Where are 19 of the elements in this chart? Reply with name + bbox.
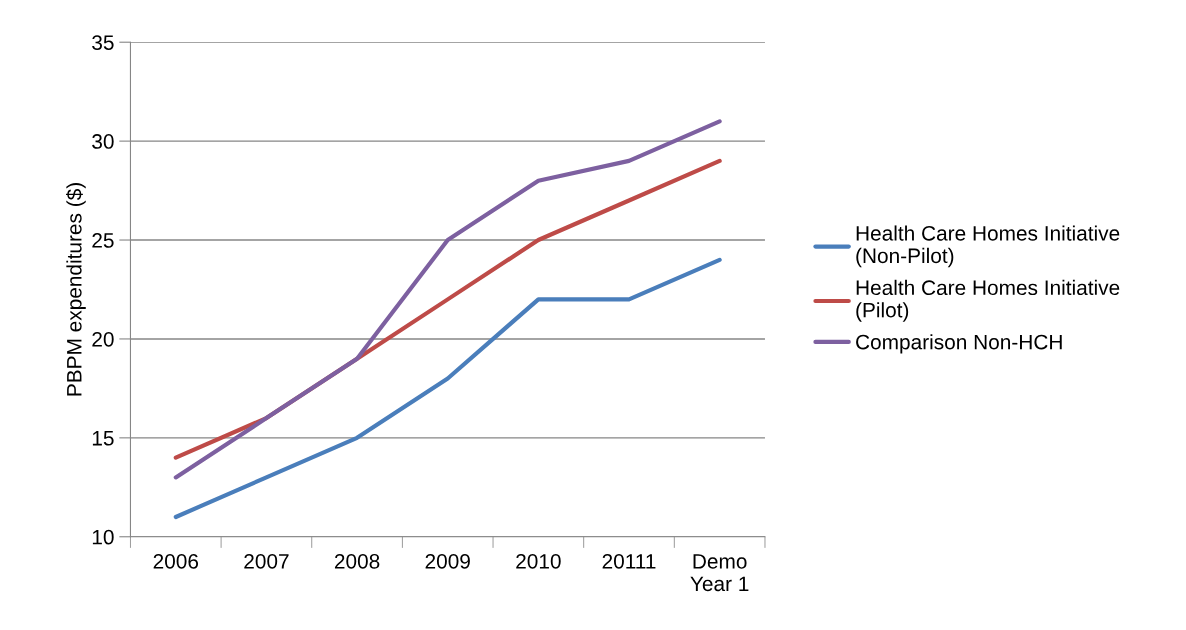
line-series [173, 119, 722, 480]
x-tick-label: 2009 [425, 553, 470, 569]
x-tick-label: 20111 [602, 553, 656, 569]
y-tick-label: 15 [92, 431, 114, 446]
legend-label: Comparison Non-HCH [856, 334, 1062, 354]
y-tick-label: 35 [92, 35, 114, 50]
y-axis-title: PBPM expenditures ($) [66, 183, 86, 396]
legend-label: Health Care Homes Initiative (Pilot) [856, 279, 1120, 322]
x-tick-label: 2007 [244, 553, 289, 569]
x-tick-label: 2006 [153, 553, 199, 569]
x-tick-label: 2010 [516, 553, 561, 569]
y-tick-label: 10 [92, 529, 114, 545]
y-tick-label: 30 [92, 134, 114, 149]
legend-label: Health Care Homes Initiative (Non-Pilot) [856, 225, 1120, 268]
line-series [173, 257, 722, 520]
x-tick-label: 2008 [334, 553, 380, 569]
x-tick-label: Demo Year 1 [690, 554, 749, 592]
y-tick-label: 25 [92, 233, 114, 248]
y-tick-label: 20 [92, 331, 114, 347]
